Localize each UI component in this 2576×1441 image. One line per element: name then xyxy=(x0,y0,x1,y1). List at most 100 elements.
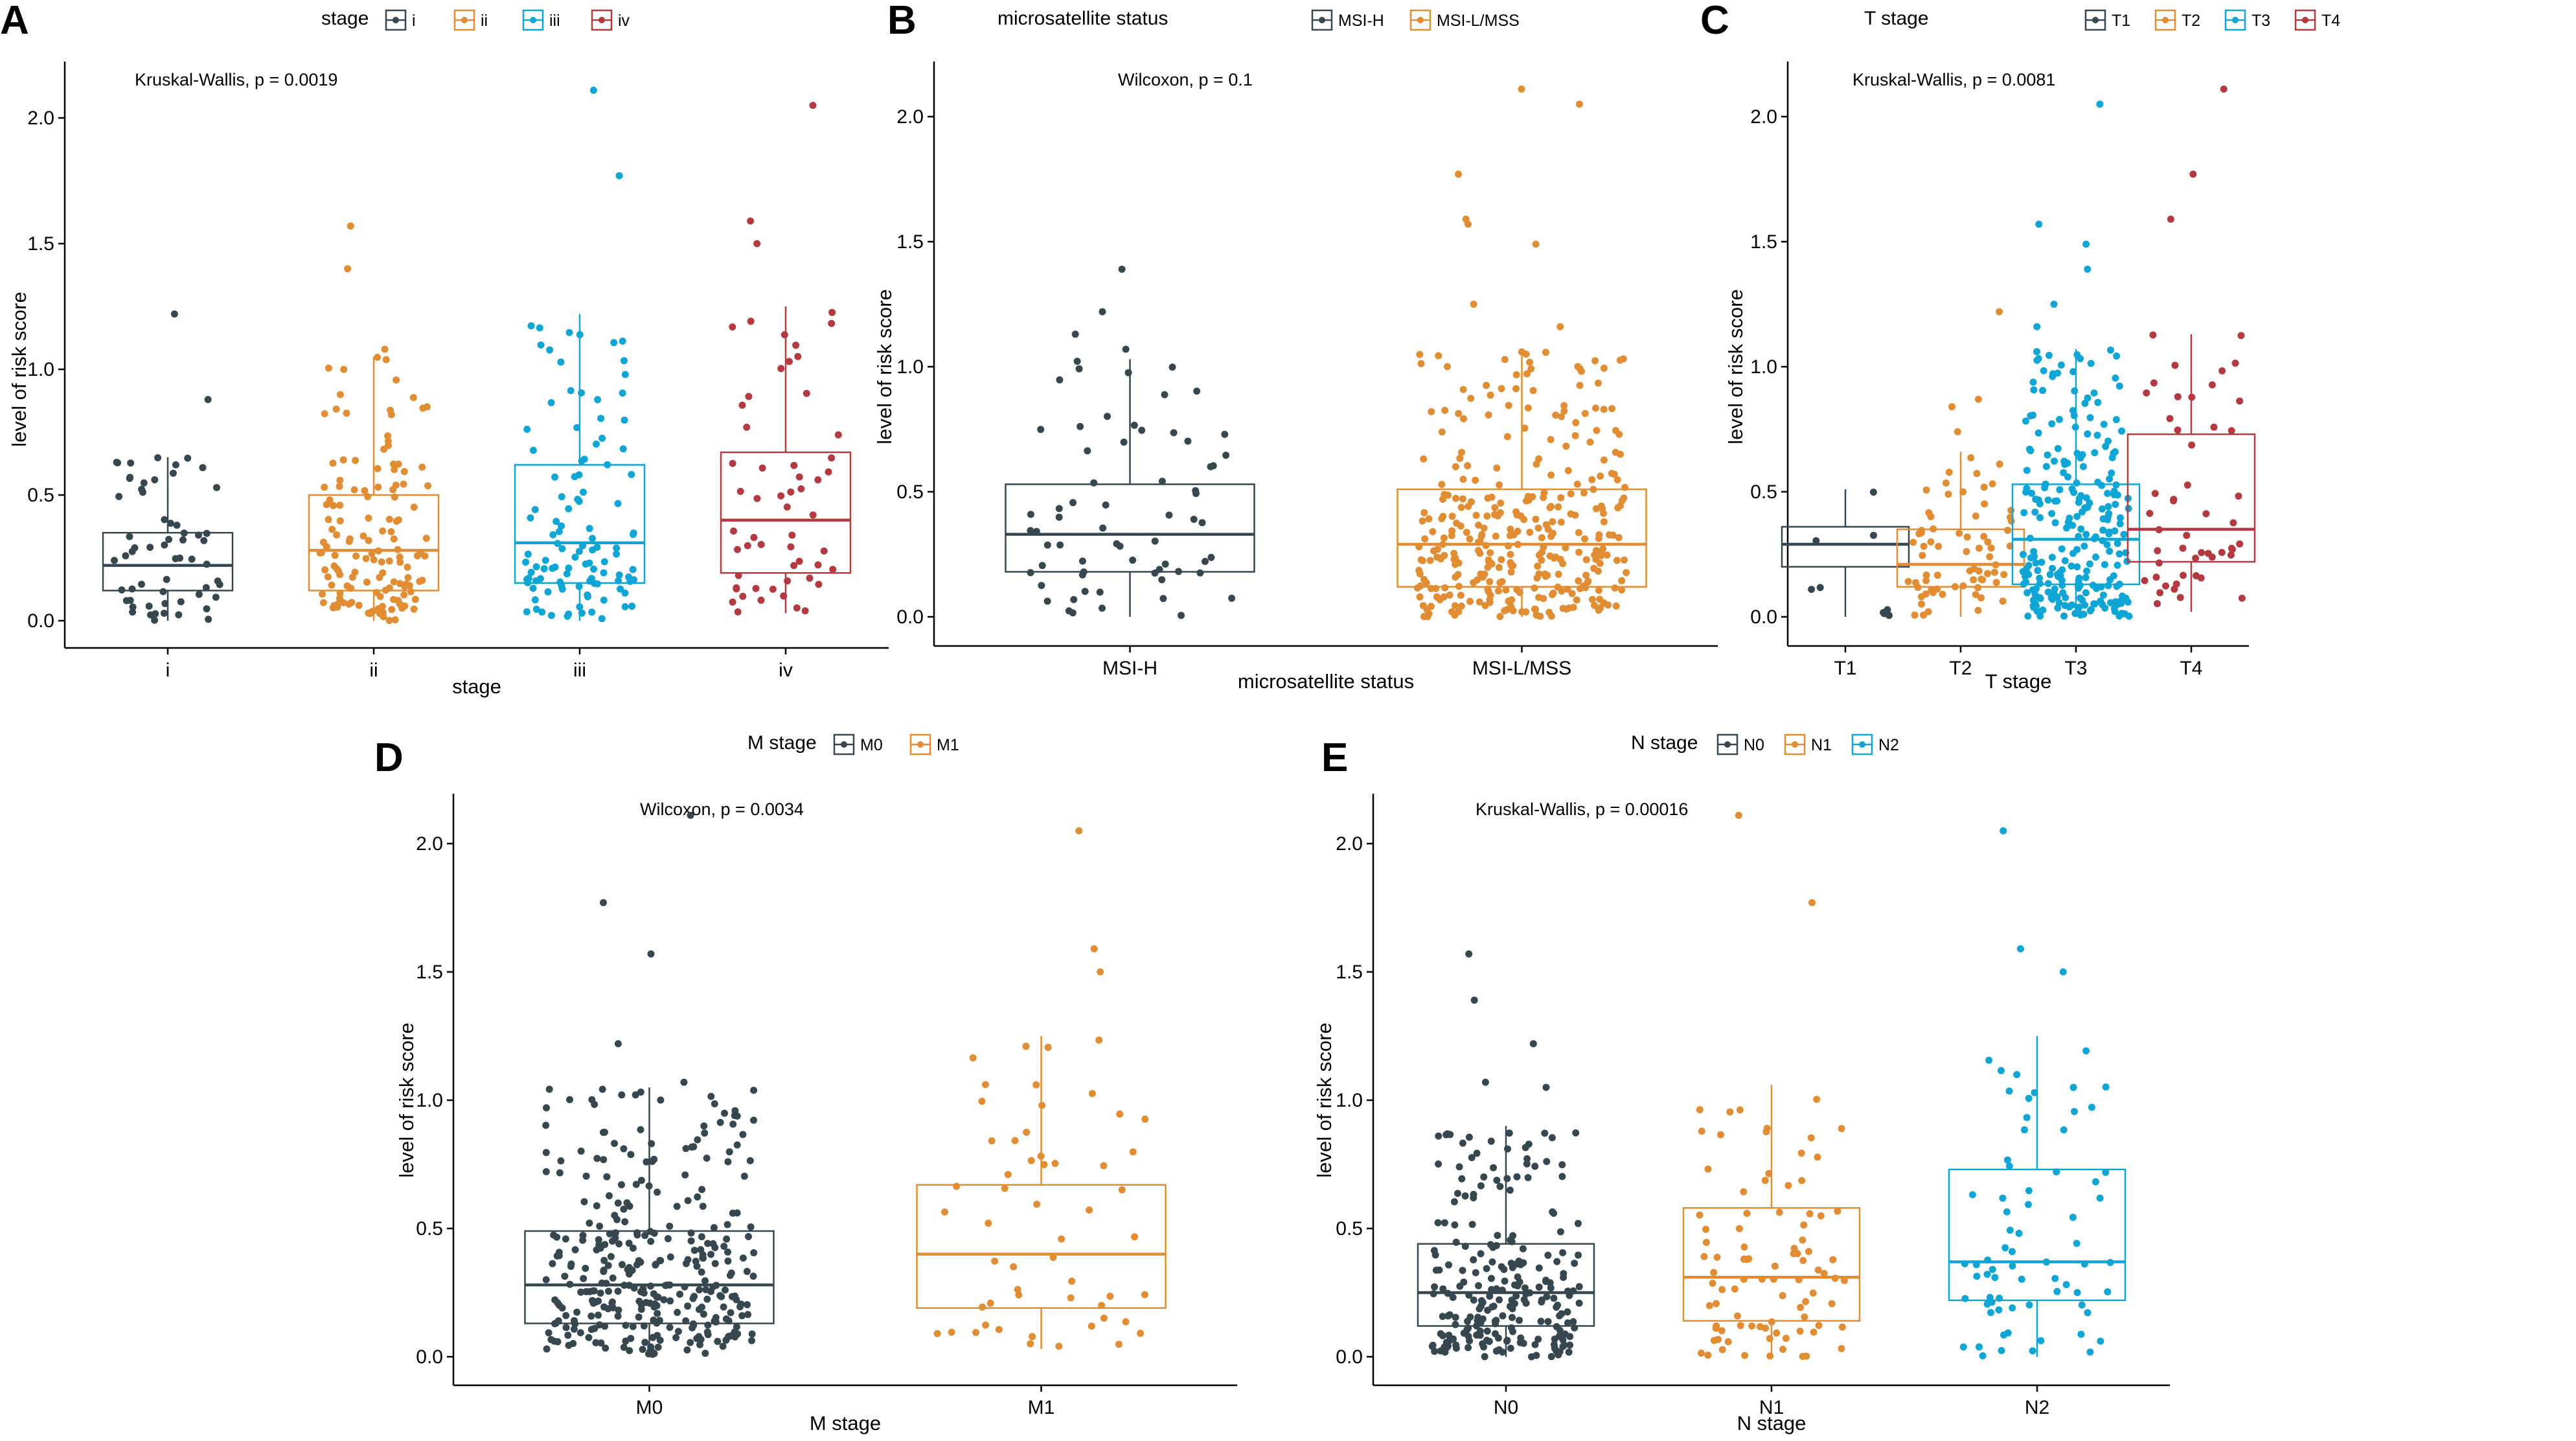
data-point[interactable] xyxy=(1014,1285,1021,1293)
data-point[interactable] xyxy=(1555,1332,1563,1340)
data-point[interactable] xyxy=(1129,557,1137,564)
data-point[interactable] xyxy=(2151,490,2159,498)
data-point[interactable] xyxy=(379,527,387,535)
data-point[interactable] xyxy=(735,571,742,579)
data-point[interactable] xyxy=(1561,1330,1569,1338)
data-point[interactable] xyxy=(1161,391,1168,398)
data-point[interactable] xyxy=(1496,1182,1504,1190)
data-point[interactable] xyxy=(1086,1206,1093,1214)
data-point[interactable] xyxy=(649,1333,657,1341)
data-point[interactable] xyxy=(2229,519,2237,527)
data-point[interactable] xyxy=(2074,581,2082,588)
data-point[interactable] xyxy=(2027,447,2035,454)
data-point[interactable] xyxy=(780,592,788,600)
data-point[interactable] xyxy=(1141,1291,1148,1298)
data-point[interactable] xyxy=(1480,1343,1487,1351)
data-point[interactable] xyxy=(1736,1106,1744,1114)
data-point[interactable] xyxy=(138,581,145,588)
data-point[interactable] xyxy=(1115,1341,1123,1348)
data-point[interactable] xyxy=(547,612,555,619)
data-point[interactable] xyxy=(213,484,220,491)
data-point[interactable] xyxy=(160,610,168,617)
data-point[interactable] xyxy=(748,1330,756,1338)
data-point[interactable] xyxy=(1416,351,1424,358)
data-point[interactable] xyxy=(607,1252,615,1260)
data-point[interactable] xyxy=(1704,1165,1712,1173)
data-point[interactable] xyxy=(674,1309,681,1316)
data-point-outlier[interactable] xyxy=(1556,323,1564,330)
data-point-outlier[interactable] xyxy=(2000,827,2007,835)
data-point[interactable] xyxy=(1438,428,1446,436)
data-point[interactable] xyxy=(1569,603,1577,611)
data-point[interactable] xyxy=(372,606,380,614)
data-point[interactable] xyxy=(1073,358,1081,365)
data-point[interactable] xyxy=(1809,1289,1817,1297)
data-point[interactable] xyxy=(588,608,596,616)
data-point[interactable] xyxy=(1452,463,1459,470)
data-point[interactable] xyxy=(1552,411,1560,419)
data-point[interactable] xyxy=(673,1203,681,1210)
data-point[interactable] xyxy=(1496,613,1504,620)
data-point[interactable] xyxy=(179,536,187,544)
data-point[interactable] xyxy=(1698,1349,1705,1357)
data-point[interactable] xyxy=(2025,562,2033,570)
data-point[interactable] xyxy=(1966,567,1974,575)
data-point[interactable] xyxy=(1455,409,1463,417)
data-point[interactable] xyxy=(398,605,406,612)
data-point[interactable] xyxy=(1475,522,1483,529)
data-point[interactable] xyxy=(1461,1192,1469,1200)
data-point[interactable] xyxy=(1419,557,1426,564)
data-point[interactable] xyxy=(690,1247,698,1254)
data-point[interactable] xyxy=(608,1299,616,1307)
data-point[interactable] xyxy=(1441,406,1449,414)
data-point[interactable] xyxy=(625,573,632,581)
data-point[interactable] xyxy=(1567,510,1575,518)
data-point[interactable] xyxy=(667,1253,674,1261)
data-point[interactable] xyxy=(1549,518,1556,525)
data-point[interactable] xyxy=(2112,501,2119,508)
data-point[interactable] xyxy=(696,1341,703,1348)
data-point[interactable] xyxy=(697,1246,705,1254)
data-point[interactable] xyxy=(722,1286,729,1294)
data-point[interactable] xyxy=(1508,1238,1516,1245)
data-point-outlier[interactable] xyxy=(1075,827,1083,835)
data-point[interactable] xyxy=(1961,1295,1969,1302)
data-point[interactable] xyxy=(2024,612,2032,620)
data-point[interactable] xyxy=(1870,531,1877,539)
data-point[interactable] xyxy=(1470,1190,1477,1198)
data-point[interactable] xyxy=(1589,595,1596,603)
data-point[interactable] xyxy=(711,1260,719,1267)
data-point[interactable] xyxy=(1933,571,1941,579)
data-point[interactable] xyxy=(1433,593,1441,601)
data-point[interactable] xyxy=(752,584,760,592)
data-point[interactable] xyxy=(1546,552,1554,560)
data-point[interactable] xyxy=(1834,1207,1841,1215)
data-point[interactable] xyxy=(1075,365,1083,373)
data-point[interactable] xyxy=(1582,556,1590,564)
data-point[interactable] xyxy=(594,396,602,404)
data-point[interactable] xyxy=(1595,606,1602,614)
data-point[interactable] xyxy=(2082,573,2090,581)
data-point[interactable] xyxy=(2053,1168,2060,1176)
data-point[interactable] xyxy=(2162,582,2169,590)
data-point-outlier[interactable] xyxy=(2017,945,2024,952)
data-point[interactable] xyxy=(1702,1225,1709,1233)
data-point[interactable] xyxy=(1543,1158,1551,1166)
data-point[interactable] xyxy=(365,514,372,522)
data-point[interactable] xyxy=(630,529,637,537)
data-point[interactable] xyxy=(1480,1173,1488,1181)
data-point[interactable] xyxy=(1507,525,1514,533)
data-point[interactable] xyxy=(2005,1162,2013,1170)
data-point[interactable] xyxy=(359,532,367,540)
data-point[interactable] xyxy=(1508,596,1516,604)
data-point[interactable] xyxy=(750,1087,758,1094)
data-point[interactable] xyxy=(787,543,795,551)
data-point[interactable] xyxy=(2077,355,2084,362)
data-point[interactable] xyxy=(1474,576,1481,584)
data-point-outlier[interactable] xyxy=(2084,266,2092,273)
data-point[interactable] xyxy=(600,1256,608,1264)
data-point[interactable] xyxy=(828,319,836,327)
data-point[interactable] xyxy=(2023,1114,2031,1122)
data-point[interactable] xyxy=(1095,1036,1103,1044)
data-point[interactable] xyxy=(1416,593,1424,601)
